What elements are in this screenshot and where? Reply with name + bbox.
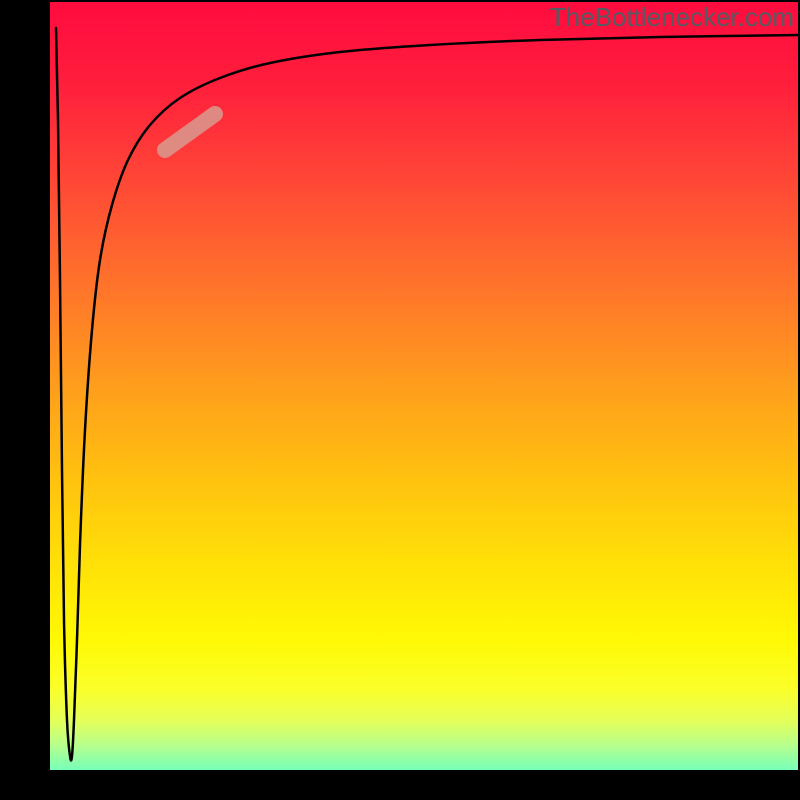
curve-layer [0,0,800,800]
watermark-text: TheBottlenecker.com [550,2,794,33]
bottleneck-curve [56,28,800,761]
highlight-segment [165,114,215,150]
chart-canvas: TheBottlenecker.com [0,0,800,800]
